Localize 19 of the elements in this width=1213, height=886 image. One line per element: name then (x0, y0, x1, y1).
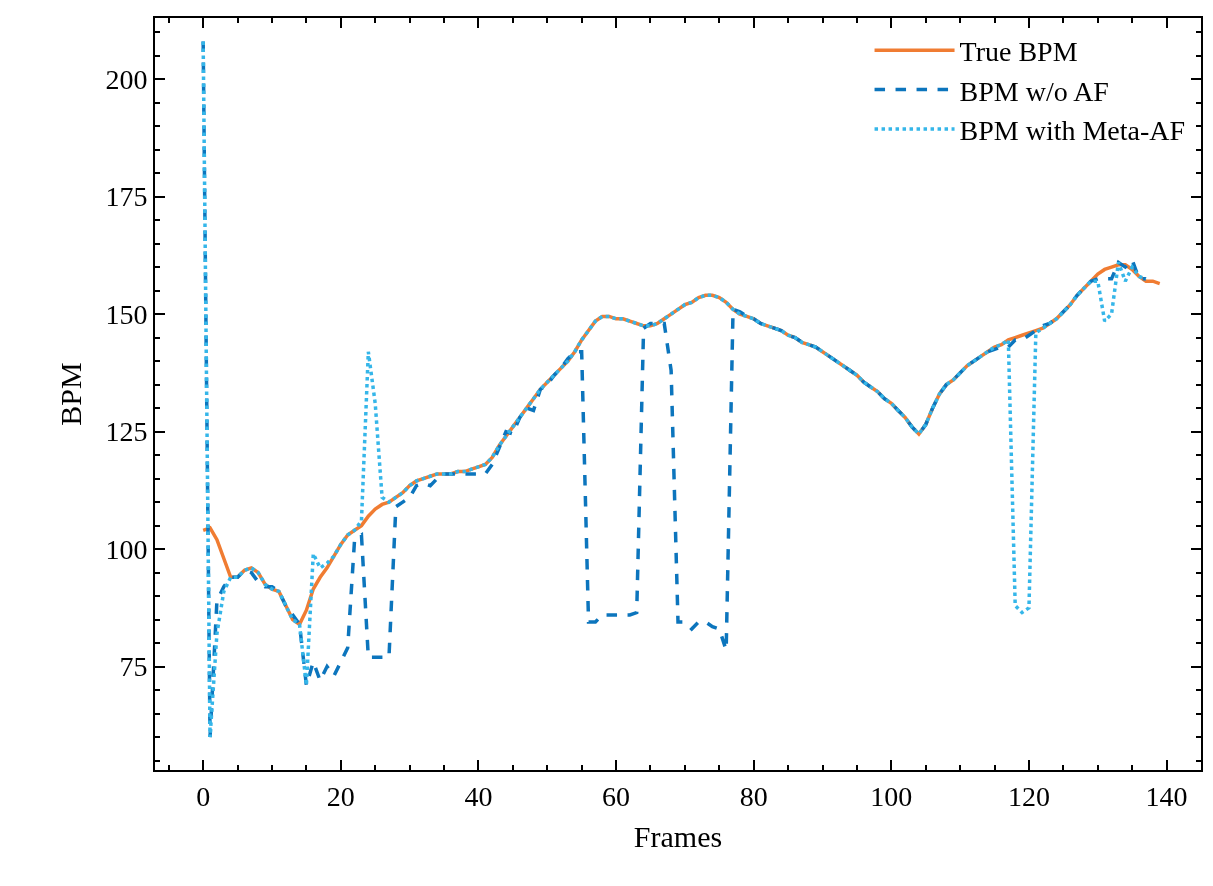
legend-label: True BPM (959, 36, 1078, 68)
x-axis-title: Frames (633, 819, 723, 853)
x-tick-label: 140 (1145, 780, 1188, 812)
legend-label: BPM w/o AF (959, 75, 1109, 107)
x-tick-label: 60 (602, 780, 631, 812)
x-tick-label: 20 (326, 780, 355, 812)
legend-label: BPM with Meta-AF (959, 114, 1186, 146)
y-tick-label: 100 (105, 533, 148, 565)
y-tick-label: 175 (105, 181, 148, 213)
x-tick-label: 40 (464, 780, 493, 812)
x-tick-label: 120 (1007, 780, 1050, 812)
y-tick-label: 200 (105, 63, 148, 95)
y-tick-label: 125 (105, 416, 148, 448)
y-axis-title: BPM (53, 362, 87, 426)
y-tick-label: 150 (105, 298, 148, 330)
x-tick-label: 0 (196, 780, 211, 812)
x-tick-label: 100 (870, 780, 913, 812)
x-tick-label: 80 (739, 780, 768, 812)
y-tick-label: 75 (119, 651, 148, 683)
